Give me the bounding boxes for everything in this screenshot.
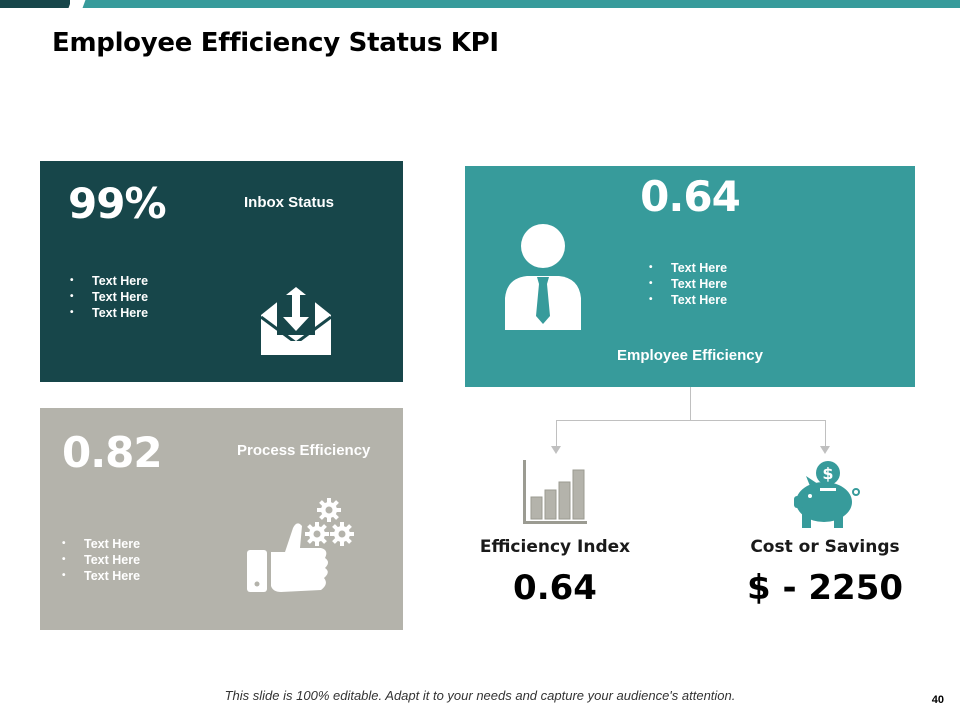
list-item: Text Here: [649, 276, 727, 292]
arrow-down-icon: [551, 446, 561, 454]
employee-efficiency-label: Employee Efficiency: [617, 347, 763, 364]
connector-line-left: [556, 420, 557, 446]
process-bullet-list: Text Here Text Here Text Here: [62, 536, 140, 584]
list-item: Text Here: [70, 273, 148, 289]
top-accent-bar-gap: [68, 0, 86, 8]
list-item: Text Here: [70, 289, 148, 305]
cost-savings-value: $ - 2250: [746, 568, 904, 608]
inbox-bullet-list: Text Here Text Here Text Here: [70, 273, 148, 321]
connector-line-horizontal: [556, 420, 826, 421]
process-efficiency-label: Process Efficiency: [237, 442, 371, 459]
cost-savings-label: Cost or Savings: [750, 537, 900, 557]
connector-line-right: [825, 420, 826, 446]
process-efficiency-value: 0.82: [62, 428, 163, 477]
employee-efficiency-card: 0.64 Text Here Text Here Text Here Emplo…: [465, 166, 915, 387]
inbox-status-value: 99%: [68, 179, 167, 228]
piggy-bank-icon: $: [794, 461, 860, 528]
list-item: Text Here: [62, 536, 140, 552]
top-accent-bar-teal: [80, 0, 960, 8]
employee-bullet-list: Text Here Text Here Text Here: [649, 260, 727, 308]
list-item: Text Here: [62, 568, 140, 584]
top-accent-bar-dark: [0, 0, 70, 8]
page-title: Employee Efficiency Status KPI: [52, 28, 499, 58]
list-item: Text Here: [649, 292, 727, 308]
connector-line-vertical: [690, 387, 691, 420]
list-item: Text Here: [649, 260, 727, 276]
page-number: 40: [931, 694, 944, 706]
arrow-down-icon: [820, 446, 830, 454]
efficiency-index-label: Efficiency Index: [479, 537, 631, 557]
employee-efficiency-value: 0.64: [640, 172, 741, 221]
inbox-status-card: 99% Inbox Status Text Here Text Here Tex…: [40, 161, 403, 382]
envelope-download-icon: [260, 287, 332, 355]
svg-text:$: $: [822, 464, 833, 483]
inbox-status-label: Inbox Status: [244, 194, 335, 211]
list-item: Text Here: [62, 552, 140, 568]
thumbs-up-gears-icon: [247, 498, 354, 592]
list-item: Text Here: [70, 305, 148, 321]
process-efficiency-card: 0.82 Process Efficiency Text Here Text H…: [40, 408, 403, 630]
footer-note: This slide is 100% editable. Adapt it to…: [224, 688, 736, 703]
efficiency-index-value: 0.64: [513, 568, 597, 608]
businessman-icon: [505, 224, 581, 330]
bar-chart-icon: [523, 460, 587, 524]
